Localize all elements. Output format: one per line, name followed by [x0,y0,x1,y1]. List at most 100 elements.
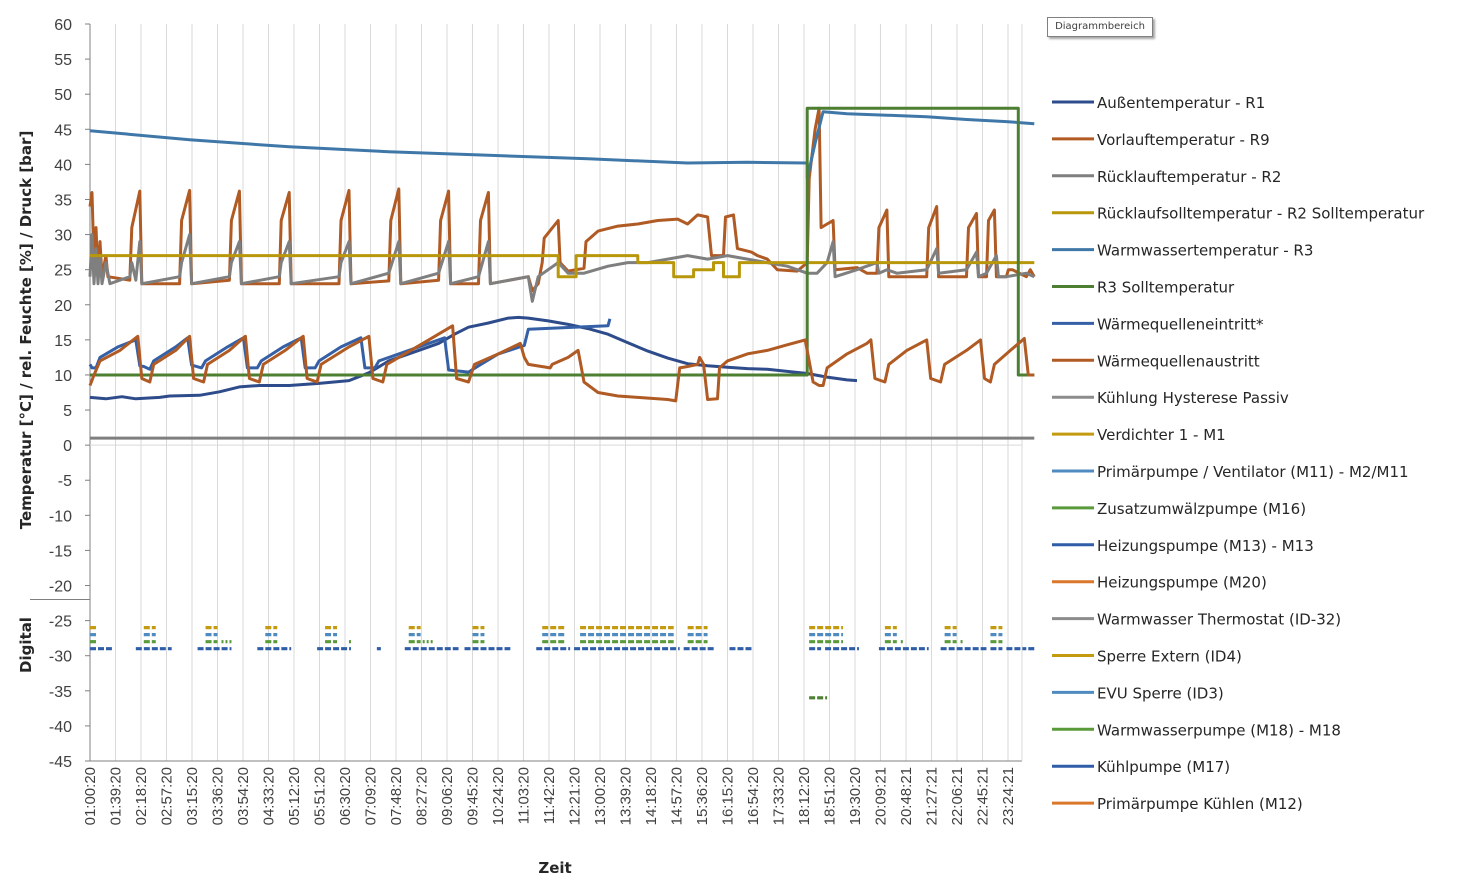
x-tick-label: 06:30:20 [337,767,354,825]
legend-label: Kühlpumpe (M17) [1097,758,1230,776]
legend-label: Heizungspumpe (M13) - M13 [1097,537,1314,555]
legend-entry: Verdichter 1 - M1 [1052,426,1226,444]
series-line [89,110,1035,180]
legend-entry: Warmwasser Thermostat (ID-32) [1052,611,1341,629]
legend-label: Warmwasserpumpe (M18) - M18 [1097,721,1341,739]
legend-label: EVU Sperre (ID3) [1097,684,1224,702]
x-tick-labels: 01:00:20 01:39:20 02:18:20 02:57:20 03:15:20… [82,767,1017,825]
y-tick-label: -15 [49,543,72,560]
legend-entry: EVU Sperre (ID3) [1052,684,1224,702]
x-tick-label: 05:12:20 [286,767,303,825]
x-tick-label: 17:33:20 [770,767,787,825]
x-tick-label: 02:18:20 [133,767,150,825]
y-tick-label: 30 [54,228,72,245]
legend-entry: Außentemperatur - R1 [1052,94,1265,112]
y-tick-label: 0 [63,438,72,455]
x-axis-title: Zeit [538,859,571,877]
legend-entry: Rücklaufsolltemperatur - R2 Solltemperat… [1052,205,1425,223]
x-tick-label: 11:42:20 [541,767,558,824]
grid-layer [114,24,1009,761]
y-tick-label: 40 [54,157,72,174]
legend-entry: Primärpumpe Kühlen (M12) [1052,795,1303,813]
x-tick-label: 23:24:21 [1000,767,1017,825]
y-tick-label: 10 [54,368,72,385]
legend-label: Primärpumpe Kühlen (M12) [1097,795,1303,813]
series-layer [88,106,1036,440]
y-tick-label: -25 [49,614,72,631]
series-line [88,324,1035,403]
legend-label: Heizungspumpe (M20) [1097,574,1267,592]
legend-label: Kühlung Hysterese Passiv [1097,389,1289,407]
y-tick-label: -20 [49,579,72,596]
y-axis-title: Temperatur [°C] / rel. Feuchte [%] / Dru… [17,131,35,530]
y-tick-label: -40 [49,719,72,736]
x-tick-label: 01:39:20 [107,767,124,825]
x-tick-label: 14:57:20 [668,767,685,825]
legend-entry: Heizungspumpe (M20) [1052,574,1267,592]
legend-entry: Sperre Extern (ID4) [1052,648,1242,666]
y-tick-label: -30 [49,649,72,666]
y-tick-label: -5 [58,473,72,490]
x-tick-label: 03:15:20 [184,767,201,825]
x-tick-label: 07:48:20 [388,767,405,825]
legend-entry: Wärmequelleneintritt* [1052,315,1264,333]
x-tick-label: 14:18:20 [643,767,660,825]
legend-label: Verdichter 1 - M1 [1097,426,1226,444]
x-tick-label: 13:00:20 [592,767,609,825]
x-tick-label: 20:09:21 [872,767,889,825]
x-tick-label: 16:54:20 [745,767,762,825]
legend-entry: Heizungspumpe (M13) - M13 [1052,537,1314,555]
x-tick-label: 08:27:20 [413,767,430,825]
y-tick-labels: -45 -40 -35 -30 -25 -20 -15 -10 -5 0 5 10 15 20 25 30 35… [49,17,72,771]
y-tick-label: 20 [54,298,72,315]
legend: Außentemperatur - R1 Vorlauftemperatur - … [1052,94,1425,813]
legend-label: Außentemperatur - R1 [1097,94,1265,112]
y-tick-label: -10 [49,508,72,525]
y-tick-label: 55 [54,52,72,69]
series-line [89,315,858,401]
x-tick-label: 09:45:20 [464,767,481,825]
legend-entry: Primärpumpe / Ventilator (M11) - M2/M11 [1052,463,1409,481]
y-tick-label: -35 [49,684,72,701]
x-tick-label: 18:12:20 [796,767,813,825]
x-tick-label: 21:27:21 [923,767,940,825]
y-tick-label: -45 [49,754,72,771]
y-tick-label: 45 [54,122,72,139]
x-tick-label: 03:36:20 [209,767,226,825]
digital-layer [90,626,1035,700]
legend-entry: R3 Solltemperatur [1052,279,1235,297]
series-line [90,106,1035,377]
legend-entry: Warmwasserpumpe (M18) - M18 [1052,721,1341,739]
legend-label: Warmwasser Thermostat (ID-32) [1097,611,1341,629]
y-tick-label: 25 [54,263,72,280]
x-tick-label: 22:45:21 [974,767,991,825]
x-tick-label: 22:06:21 [949,767,966,825]
series-line [88,233,1035,303]
series-line [90,254,1035,279]
x-tick-label: 05:51:20 [311,767,328,825]
x-tick-label: 13:39:20 [617,767,634,825]
x-tick-label: 19:30:20 [847,767,864,825]
y-tick-label: 5 [63,403,72,420]
y-tick-label: 60 [54,17,72,34]
x-tick-label: 02:57:20 [158,767,175,825]
legend-label: Rücklauftemperatur - R2 [1097,168,1281,186]
chart-area-tooltip: Diagrammbereich [1047,17,1153,37]
x-tick-label: 10:24:20 [490,767,507,825]
x-tick-label: 07:09:20 [362,767,379,825]
legend-entry: Warmwassertemperatur - R3 [1052,242,1313,260]
y-tick-label: 50 [54,87,72,104]
legend-label: Primärpumpe / Ventilator (M11) - M2/M11 [1097,463,1409,481]
legend-entry: Zusatzumwälzpumpe (M16) [1052,500,1306,518]
legend-entry: Kühlpumpe (M17) [1052,758,1230,776]
legend-entry: Rücklauftemperatur - R2 [1052,168,1281,186]
x-tick-label: 03:54:20 [235,767,252,825]
legend-label: Wärmequellenaustritt [1097,352,1260,370]
legend-label: R3 Solltemperatur [1097,279,1235,297]
legend-label: Vorlauftemperatur - R9 [1097,131,1270,149]
legend-entry: Kühlung Hysterese Passiv [1052,389,1289,407]
x-tick-label: 16:15:20 [719,767,736,825]
legend-label: Sperre Extern (ID4) [1097,648,1242,666]
legend-label: Warmwassertemperatur - R3 [1097,242,1313,260]
